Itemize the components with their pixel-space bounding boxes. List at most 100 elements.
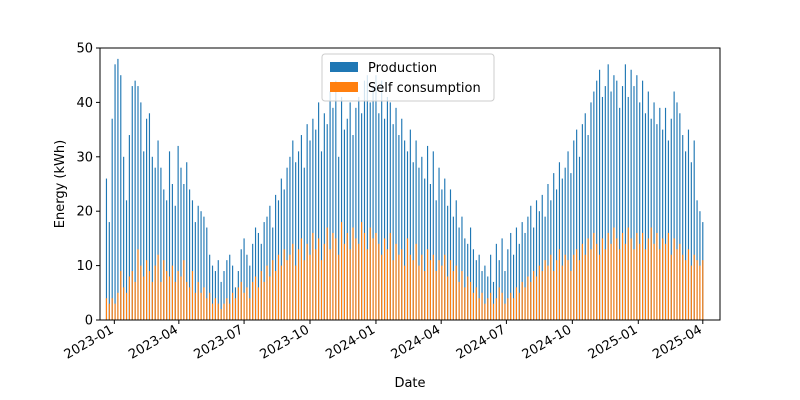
production-bar [642, 80, 644, 320]
production-bar [211, 265, 214, 320]
production-bar [343, 129, 345, 320]
self-consumption-bar [541, 271, 543, 320]
self-consumption-bar [415, 243, 417, 320]
production-bar [108, 222, 110, 320]
production-bar [157, 140, 159, 320]
self-consumption-bar [200, 292, 202, 320]
self-consumption-bar [392, 260, 394, 320]
self-consumption-bar [673, 238, 675, 320]
production-bar [564, 167, 566, 320]
self-consumption-bar [610, 243, 612, 320]
self-consumption-bar [604, 249, 606, 320]
production-bar [687, 129, 690, 320]
self-consumption-bar [478, 298, 480, 320]
self-consumption-bar [386, 249, 388, 320]
production-bar [576, 129, 578, 320]
self-consumption-bar [157, 254, 159, 320]
self-consumption-bar [558, 249, 561, 320]
production-bar [469, 227, 472, 320]
production-bar [535, 200, 538, 320]
self-consumption-bar [533, 271, 535, 320]
production-bar [114, 64, 116, 320]
self-consumption-bar [487, 298, 489, 320]
self-consumption-bar [243, 292, 245, 320]
self-consumption-bar [581, 243, 583, 320]
production-bar [174, 205, 176, 320]
production-bar [229, 254, 231, 320]
production-bar [160, 167, 162, 320]
production-bar [166, 200, 168, 320]
production-bar [553, 173, 555, 320]
production-bar [326, 124, 328, 320]
self-consumption-bar [664, 243, 667, 320]
self-consumption-bar [570, 271, 572, 320]
self-consumption-bar [340, 222, 343, 320]
production-bar [492, 281, 495, 320]
production-bar [464, 238, 466, 320]
production-bar [300, 135, 302, 320]
self-consumption-bar [375, 232, 377, 320]
self-consumption-bar [573, 254, 575, 320]
production-bar [332, 107, 334, 320]
self-consumption-bar [125, 292, 128, 320]
self-consumption-bar [329, 249, 331, 320]
self-consumption-bar [363, 232, 366, 320]
production-bar [217, 260, 219, 320]
self-consumption-bar [676, 249, 678, 320]
self-consumption-bar [472, 292, 475, 320]
self-consumption-bar [146, 260, 148, 320]
production-bar [619, 107, 621, 320]
production-bar [369, 102, 371, 321]
self-consumption-bar [292, 243, 294, 320]
self-consumption-bar [650, 227, 652, 320]
self-consumption-bar [117, 292, 119, 320]
self-consumption-bar [449, 260, 452, 320]
self-consumption-bar [269, 276, 271, 320]
production-bar [206, 227, 208, 320]
production-bar [378, 113, 380, 320]
production-bar [372, 86, 374, 320]
production-bar [398, 135, 400, 320]
self-consumption-bar [547, 265, 549, 320]
self-consumption-bar [647, 238, 649, 320]
self-consumption-bar [495, 298, 497, 320]
self-consumption-bar [283, 249, 285, 320]
production-bar [616, 80, 618, 320]
self-consumption-bar [630, 238, 632, 320]
self-consumption-bar [191, 271, 194, 320]
self-consumption-bar [383, 238, 386, 320]
self-consumption-bar [685, 260, 687, 320]
self-consumption-bar [105, 298, 108, 320]
self-consumption-bar [214, 298, 216, 320]
self-consumption-bar [662, 238, 664, 320]
production-bar [636, 75, 638, 320]
production-bar [309, 140, 311, 320]
production-bar [366, 75, 368, 320]
production-bar [484, 265, 486, 320]
production-bar [584, 113, 586, 320]
production-bar [455, 200, 457, 320]
production-bar [254, 227, 257, 320]
production-bar [401, 118, 403, 320]
self-consumption-bar [406, 238, 409, 320]
self-consumption-bar [148, 271, 151, 320]
self-consumption-bar [458, 281, 460, 320]
self-consumption-bar [501, 292, 503, 320]
production-bar [452, 216, 454, 320]
self-consumption-bar [183, 260, 185, 320]
production-bar [621, 86, 624, 320]
production-bar [601, 96, 604, 321]
self-consumption-bar [682, 254, 684, 320]
production-bar [662, 129, 664, 320]
self-consumption-bar [263, 281, 265, 320]
self-consumption-bar [272, 260, 274, 320]
self-consumption-bar [297, 249, 300, 320]
self-consumption-bar [395, 243, 397, 320]
self-consumption-bar [260, 271, 262, 320]
production-bar [653, 102, 655, 321]
production-bar [504, 271, 506, 320]
self-consumption-bar [358, 243, 360, 320]
y-tick-label: 10 [76, 259, 93, 274]
self-consumption-bar [418, 265, 420, 320]
